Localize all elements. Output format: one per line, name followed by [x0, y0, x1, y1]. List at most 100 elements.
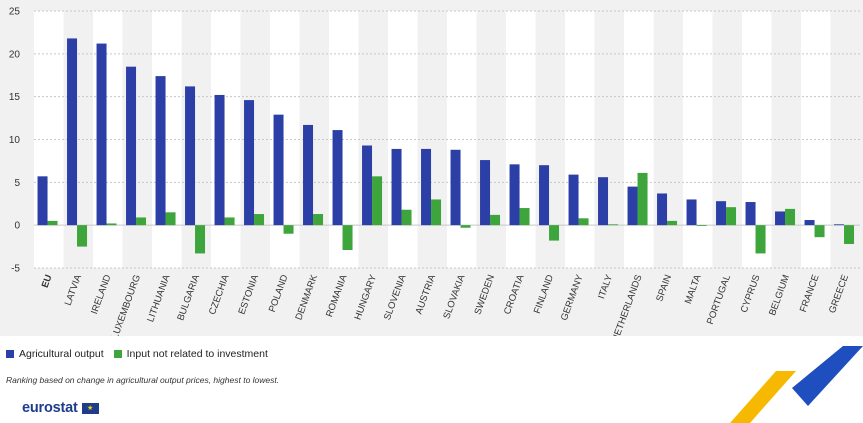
bar-input-not-related [313, 214, 324, 226]
y-tick-label: 5 [14, 178, 20, 189]
bar-input-not-related [814, 225, 825, 238]
x-tick-label: LITHUANIA [145, 273, 173, 324]
legend-swatch-agricultural-output [6, 350, 14, 358]
bar-agricultural-output [185, 86, 196, 226]
bar-agricultural-output [273, 114, 284, 226]
y-tick-label: 15 [9, 92, 21, 103]
bar-input-not-related [224, 217, 235, 226]
bar-input-not-related [844, 225, 855, 245]
x-tick-label: CYPRUS [739, 273, 763, 314]
x-tick-label: BULGARIA [175, 273, 202, 323]
bar-agricultural-output [804, 220, 815, 226]
bar-input-not-related [165, 212, 176, 226]
bar-input-not-related [460, 225, 471, 228]
bar-agricultural-output [716, 201, 727, 226]
bar-input-not-related [372, 176, 383, 226]
bar-input-not-related [106, 223, 117, 226]
x-tick-label: MALTA [683, 273, 704, 306]
bar-agricultural-output [539, 165, 550, 226]
bar-input-not-related [47, 220, 58, 226]
bar-agricultural-output [775, 211, 786, 226]
bar-agricultural-output [834, 224, 845, 226]
bar-input-not-related [401, 209, 412, 226]
x-tick-label: AUSTRIA [414, 273, 439, 316]
x-tick-label: HUNGARY [353, 273, 380, 322]
y-tick-label: 25 [9, 7, 21, 18]
x-tick-label: SLOVENIA [382, 273, 409, 322]
legend-item-agricultural-output: Agricultural output [6, 348, 104, 360]
bar-agricultural-output [686, 199, 697, 226]
bar-agricultural-output [244, 100, 255, 226]
bar-input-not-related [755, 225, 766, 254]
bar-input-not-related [667, 220, 678, 226]
bar-agricultural-output [67, 38, 78, 226]
bar-agricultural-output [303, 124, 314, 226]
bar-agricultural-output [480, 160, 491, 226]
bar-input-not-related [726, 207, 737, 226]
bar-input-not-related [254, 214, 265, 226]
chart-footnote: Ranking based on change in agricultural … [6, 375, 280, 385]
legend-label-agricultural-output: Agricultural output [19, 348, 104, 360]
chart-legend: Agricultural output Input not related to… [6, 347, 278, 361]
x-tick-label: GREECE [827, 273, 851, 314]
bar-agricultural-output [37, 176, 48, 226]
decorative-yellow-stroke [730, 371, 796, 423]
bar-agricultural-output [509, 164, 520, 226]
x-tick-label: FRANCE [798, 273, 822, 313]
x-tick-label: GERMANY [559, 273, 586, 323]
x-tick-label: CROATIA [502, 273, 527, 316]
bar-agricultural-output [155, 76, 166, 226]
eurostat-logo: eurostat ★ [22, 400, 99, 416]
bar-input-not-related [608, 224, 619, 226]
bar-input-not-related [637, 172, 648, 226]
x-tick-label: LATVIA [63, 273, 85, 307]
eu-flag-icon: ★ [81, 402, 99, 414]
y-tick-label: 10 [9, 135, 21, 146]
x-tick-label: CZECHIA [207, 273, 232, 317]
x-tick-label: SWEDEN [472, 273, 497, 316]
y-tick-label: 20 [9, 49, 21, 60]
x-tick-label: EU [40, 273, 55, 289]
y-tick-label: -5 [11, 264, 20, 275]
bar-agricultural-output [126, 66, 137, 226]
bar-agricultural-output [362, 145, 373, 226]
bar-agricultural-output [627, 186, 638, 226]
x-tick-label: LUXEMBOURG [110, 273, 143, 336]
x-tick-label: ITALY [596, 273, 615, 301]
bar-input-not-related [342, 225, 353, 251]
x-tick-label: NETHERLANDS [610, 273, 645, 336]
bar-agricultural-output [332, 130, 343, 226]
bar-input-not-related [431, 199, 442, 226]
bar-agricultural-output [568, 174, 579, 226]
x-tick-label: ROMANIA [324, 273, 350, 319]
legend-swatch-input-not-related [113, 350, 122, 358]
bar-input-not-related [77, 225, 88, 247]
legend-label-input-not-related: Input not related to investment [126, 348, 268, 360]
decorative-chevron-graphic [730, 346, 863, 423]
bar-input-not-related [490, 214, 501, 226]
bar-input-not-related [519, 208, 530, 226]
bar-input-not-related [696, 225, 707, 226]
bar-input-not-related [283, 225, 294, 234]
decorative-blue-stroke [792, 346, 863, 406]
bar-input-not-related [549, 225, 560, 241]
x-tick-label: SLOVAKIA [441, 273, 467, 321]
bar-input-not-related [785, 208, 796, 226]
bar-agricultural-output [598, 177, 609, 226]
bar-agricultural-output [391, 148, 402, 226]
x-tick-label: FINLAND [532, 273, 556, 315]
x-tick-label: POLAND [267, 273, 291, 314]
bar-agricultural-output [450, 149, 461, 226]
bar-agricultural-output [214, 94, 225, 226]
bar-agricultural-output [745, 202, 756, 226]
x-tick-label: ESTONIA [237, 273, 262, 316]
bar-input-not-related [136, 217, 147, 226]
bar-agricultural-output [421, 148, 432, 226]
bar-input-not-related [578, 218, 589, 226]
y-tick-label: 0 [14, 221, 20, 232]
bar-input-not-related [195, 225, 206, 254]
x-tick-label: IRELAND [89, 273, 113, 316]
x-tick-label: PORTUGAL [705, 273, 733, 326]
x-tick-label: SPAIN [654, 273, 674, 303]
